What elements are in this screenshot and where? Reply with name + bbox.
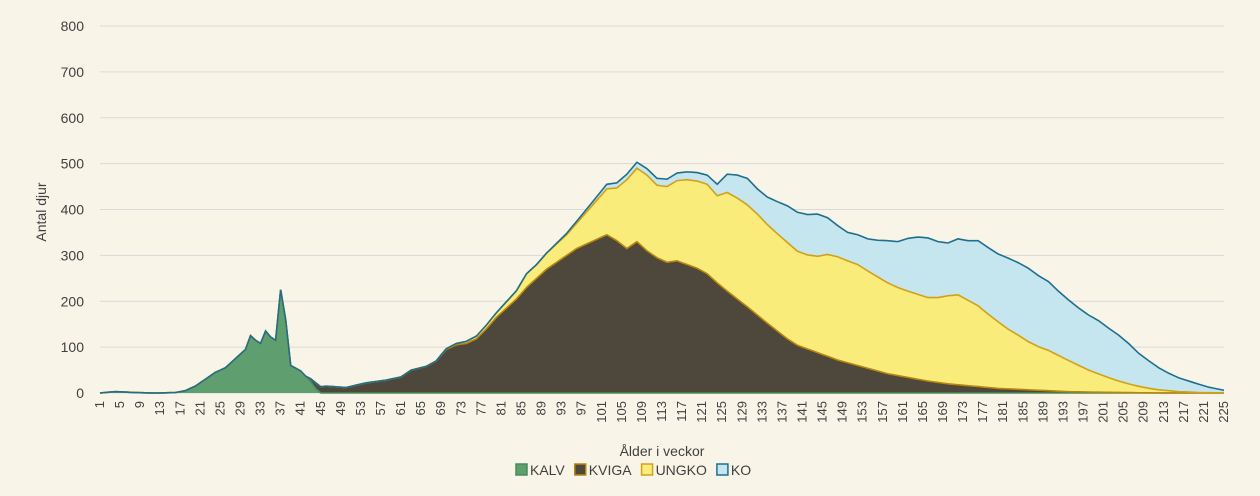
x-tick-label: 117 <box>674 401 689 422</box>
stacked-areas <box>100 162 1224 393</box>
x-tick-labels: 1 5 9 13 17 21 25 29 33 37 41 45 49 53 57 61 65 69 73 77 81 8… <box>92 401 1231 423</box>
y-tick-label: 400 <box>61 202 85 218</box>
x-tick-label: 85 <box>514 401 529 415</box>
x-tick-label: 121 <box>694 401 709 423</box>
x-tick-label: 161 <box>895 401 910 423</box>
y-axis-title: Antal djur <box>33 182 49 241</box>
x-tick-label: 9 <box>132 401 147 408</box>
x-tick-label: 197 <box>1076 401 1091 423</box>
x-tick-label: 77 <box>473 401 488 415</box>
x-tick-label: 33 <box>253 401 268 415</box>
x-tick-label: 125 <box>714 401 729 423</box>
x-tick-label: 25 <box>212 401 227 415</box>
x-tick-label: 181 <box>995 401 1010 423</box>
x-tick-label: 17 <box>172 401 187 415</box>
x-tick-label: 109 <box>634 401 649 423</box>
x-tick-label: 21 <box>192 401 207 415</box>
x-tick-label: 1 <box>92 401 107 408</box>
x-tick-label: 221 <box>1196 401 1211 423</box>
area-kviga <box>100 234 1224 393</box>
x-tick-label: 133 <box>754 401 769 423</box>
legend-label-kalv: KALV <box>530 462 565 478</box>
x-tick-label: 153 <box>855 401 870 423</box>
y-tick-label: 800 <box>61 18 85 34</box>
x-tick-label: 225 <box>1216 401 1231 423</box>
x-tick-label: 101 <box>594 401 609 423</box>
legend-swatch-ko <box>716 463 729 476</box>
x-axis-title: Ålder i veckor <box>620 443 705 459</box>
legend-swatch-kalv <box>515 463 528 476</box>
y-tick-label: 0 <box>76 385 84 401</box>
x-tick-label: 113 <box>654 401 669 422</box>
legend-swatch-kviga <box>574 463 587 476</box>
y-tick-label: 600 <box>61 110 85 126</box>
x-tick-label: 145 <box>815 401 830 423</box>
x-tick-label: 37 <box>273 401 288 415</box>
y-tick-labels: 0 100 200 300 400 500 600 700 800 <box>61 18 85 401</box>
x-tick-label: 149 <box>835 401 850 423</box>
x-tick-label: 69 <box>433 401 448 415</box>
area-ungko <box>100 168 1224 393</box>
x-tick-label: 129 <box>734 401 749 423</box>
x-tick-label: 169 <box>935 401 950 423</box>
x-tick-label: 29 <box>233 401 248 415</box>
x-tick-label: 209 <box>1136 401 1151 423</box>
x-tick-label: 57 <box>373 401 388 415</box>
x-tick-label: 53 <box>353 401 368 415</box>
x-tick-label: 173 <box>955 401 970 423</box>
x-tick-label: 61 <box>393 401 408 415</box>
legend-label-kviga: KVIGA <box>589 462 632 478</box>
x-tick-label: 157 <box>875 401 890 423</box>
legend-swatch-ungko <box>640 463 654 476</box>
x-tick-label: 185 <box>1015 401 1030 423</box>
x-tick-label: 177 <box>975 401 990 423</box>
x-tick-label: 13 <box>152 401 167 415</box>
x-tick-label: 141 <box>795 401 810 423</box>
area-ko <box>100 162 1224 393</box>
x-tick-label: 97 <box>574 401 589 415</box>
x-tick-label: 137 <box>774 401 789 423</box>
y-tick-label: 100 <box>61 339 85 355</box>
x-tick-label: 5 <box>112 401 127 408</box>
x-tick-label: 217 <box>1176 401 1191 423</box>
x-tick-label: 41 <box>293 401 308 415</box>
y-tick-label: 300 <box>61 247 85 263</box>
y-tick-label: 700 <box>61 64 85 80</box>
area-kalv <box>100 289 1224 393</box>
series-lines <box>99 161 1225 394</box>
x-tick-label: 193 <box>1055 401 1070 423</box>
x-tick-label: 49 <box>333 401 348 415</box>
x-tick-label: 73 <box>453 401 468 415</box>
y-tick-label: 500 <box>61 156 85 172</box>
x-tick-label: 65 <box>413 401 428 415</box>
x-tick-label: 213 <box>1156 401 1171 423</box>
x-tick-label: 45 <box>313 401 328 415</box>
y-tick-label: 200 <box>61 293 85 309</box>
x-tick-label: 105 <box>614 401 629 423</box>
x-tick-label: 81 <box>493 401 508 415</box>
line-ko <box>99 161 1225 394</box>
x-tick-label: 89 <box>534 401 549 415</box>
x-tick-label: 165 <box>915 401 930 423</box>
x-tick-label: 189 <box>1035 401 1050 423</box>
x-tick-label: 93 <box>554 401 569 415</box>
legend-label-ko: KO <box>731 462 751 478</box>
x-tick-label: 205 <box>1116 401 1131 423</box>
legend-label-ungko: UNGKO <box>656 462 707 478</box>
legend: KALV KVIGA UNGKO KO <box>515 462 751 478</box>
x-tick-label: 201 <box>1096 401 1111 423</box>
